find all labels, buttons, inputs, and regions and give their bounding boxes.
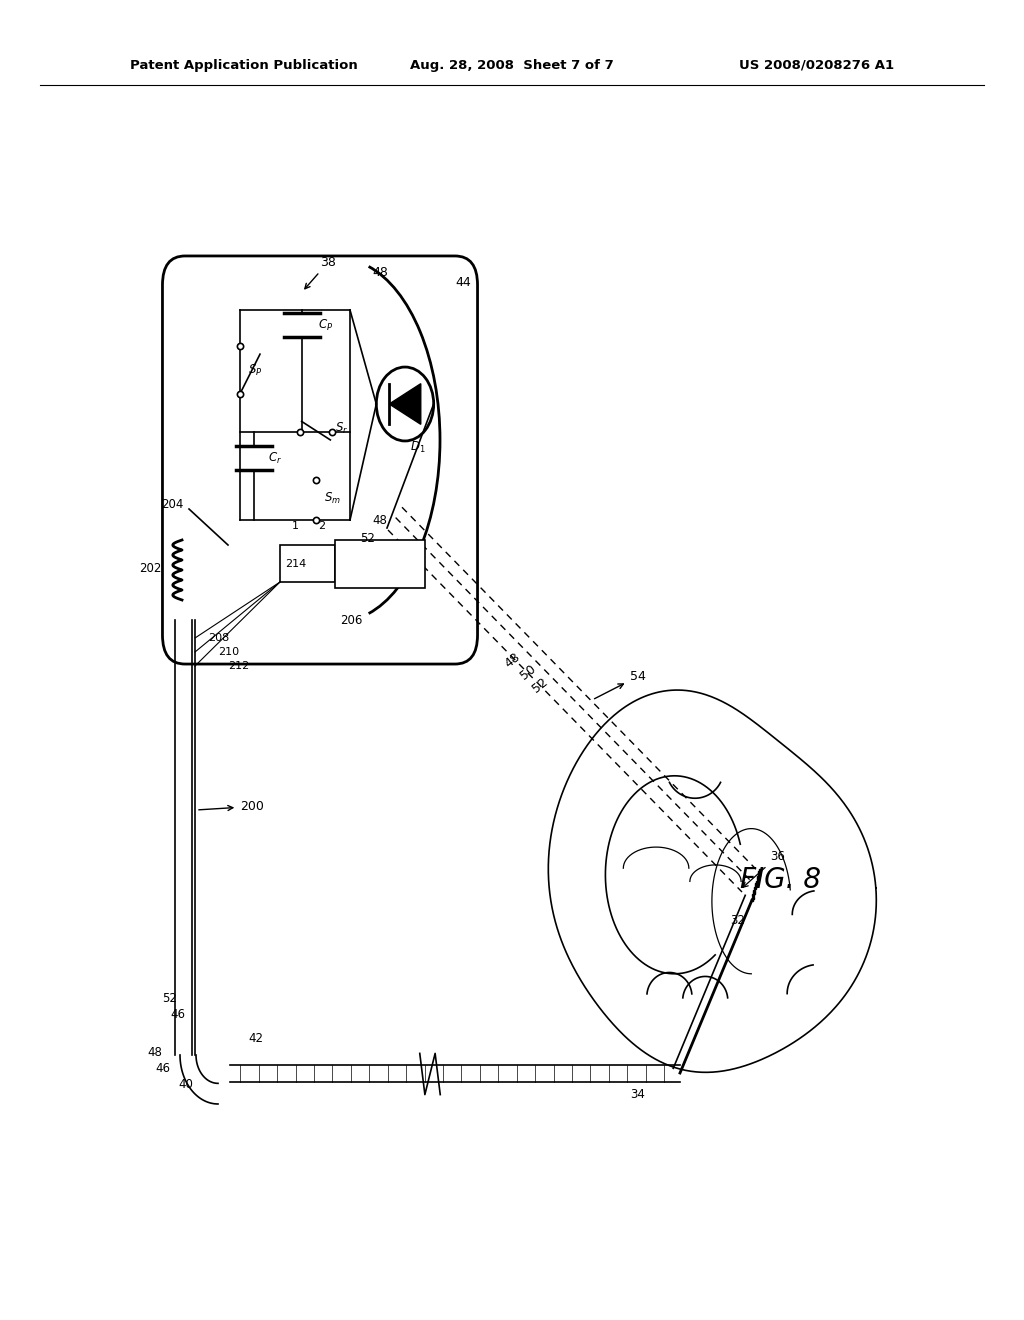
Text: FIG. 8: FIG. 8 xyxy=(739,866,820,894)
Text: US 2008/0208276 A1: US 2008/0208276 A1 xyxy=(739,58,894,71)
Text: 48: 48 xyxy=(147,1045,162,1059)
Text: $S_r$: $S_r$ xyxy=(335,421,348,436)
Text: 48: 48 xyxy=(502,649,522,671)
FancyBboxPatch shape xyxy=(280,545,335,582)
Text: 202: 202 xyxy=(139,561,162,574)
Text: 208: 208 xyxy=(208,634,229,643)
Text: $S_m$: $S_m$ xyxy=(324,491,341,506)
Text: 200: 200 xyxy=(199,800,264,813)
Text: Aug. 28, 2008  Sheet 7 of 7: Aug. 28, 2008 Sheet 7 of 7 xyxy=(411,58,613,71)
Text: 54: 54 xyxy=(595,671,646,698)
Text: 50: 50 xyxy=(518,661,539,682)
Text: 46: 46 xyxy=(170,1007,185,1020)
Text: $C_r$: $C_r$ xyxy=(268,450,282,466)
Text: 46: 46 xyxy=(155,1061,170,1074)
Text: 1: 1 xyxy=(292,521,299,531)
Text: 52: 52 xyxy=(360,532,375,544)
Text: 206: 206 xyxy=(340,614,362,627)
Text: 38: 38 xyxy=(305,256,336,289)
Text: 212: 212 xyxy=(228,661,249,671)
Text: 44: 44 xyxy=(455,276,471,289)
Text: 48: 48 xyxy=(372,513,387,527)
Text: $C_P$: $C_P$ xyxy=(318,317,333,333)
Text: 36: 36 xyxy=(743,850,784,887)
Text: 42: 42 xyxy=(248,1031,263,1044)
Text: 52: 52 xyxy=(162,991,177,1005)
Text: 40: 40 xyxy=(178,1078,193,1092)
Text: 204: 204 xyxy=(161,499,183,511)
FancyBboxPatch shape xyxy=(335,540,425,587)
Text: 34: 34 xyxy=(631,1089,645,1101)
Text: 32: 32 xyxy=(730,913,744,927)
Text: $D_1$: $D_1$ xyxy=(410,440,426,455)
Text: 2: 2 xyxy=(318,521,326,531)
Text: 48: 48 xyxy=(372,265,388,279)
Text: 52: 52 xyxy=(530,675,551,696)
Text: $S_P$: $S_P$ xyxy=(248,363,262,378)
Text: Patent Application Publication: Patent Application Publication xyxy=(130,58,357,71)
FancyBboxPatch shape xyxy=(163,256,477,664)
Text: 214: 214 xyxy=(285,558,306,569)
Text: 210: 210 xyxy=(218,647,240,657)
Polygon shape xyxy=(389,384,421,424)
